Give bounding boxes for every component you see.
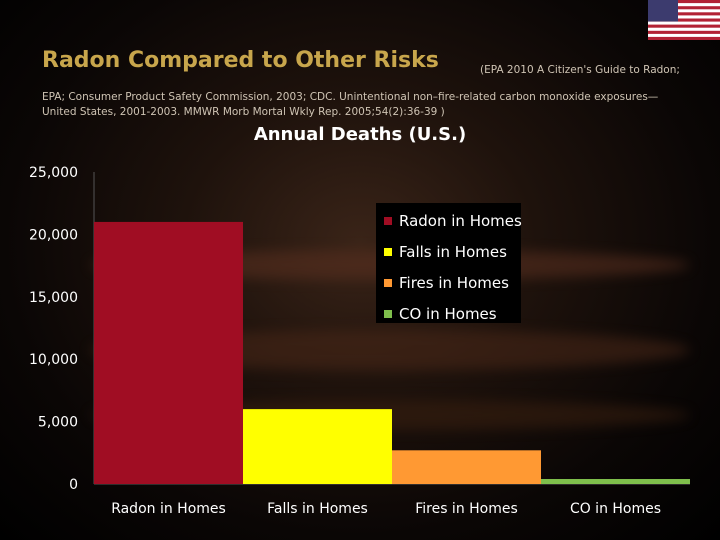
bar [94, 221, 243, 485]
y-tick-label: 15,000 [29, 290, 78, 306]
legend-item: Radon in Homes [384, 211, 522, 231]
legend-item: Fires in Homes [384, 273, 509, 293]
chart-legend: Radon in Homes Falls in Homes Fires in Hom… [376, 203, 522, 324]
legend-label: CO in Homes [399, 305, 497, 323]
bar [392, 450, 541, 484]
x-tick-label: Radon in Homes [111, 501, 226, 517]
legend-label: Falls in Homes [399, 243, 507, 261]
legend-swatch [384, 217, 392, 225]
legend-swatch [384, 310, 392, 318]
bar [541, 479, 690, 484]
citation: EPA; Consumer Product Safety Commission,… [42, 90, 682, 120]
page-title: Radon Compared to Other Risks [42, 48, 439, 73]
y-tick-label: 10,000 [29, 352, 78, 368]
citation-line: United States, 2001-2003. MMWR Morb Mort… [42, 106, 445, 119]
us-flag-icon [648, 0, 720, 40]
legend-swatch [384, 248, 392, 256]
x-tick-label: CO in Homes [570, 501, 661, 517]
y-tick-label: 0 [69, 477, 78, 493]
legend-item: CO in Homes [384, 304, 497, 324]
y-tick-label: 20,000 [29, 227, 78, 243]
citation-inline: (EPA 2010 A Citizen's Guide to Radon; [480, 64, 680, 76]
bar [243, 409, 392, 484]
legend-label: Radon in Homes [399, 212, 522, 230]
y-tick-label: 25,000 [29, 165, 78, 181]
x-tick-label: Falls in Homes [267, 501, 368, 517]
x-tick-label: Fires in Homes [415, 501, 518, 517]
citation-line: EPA; Consumer Product Safety Commission,… [42, 91, 659, 103]
legend-item: Falls in Homes [384, 242, 507, 262]
legend-swatch [384, 279, 392, 287]
legend-label: Fires in Homes [399, 274, 509, 292]
y-tick-label: 5,000 [38, 415, 78, 431]
chart-title: Annual Deaths (U.S.) [253, 124, 467, 145]
